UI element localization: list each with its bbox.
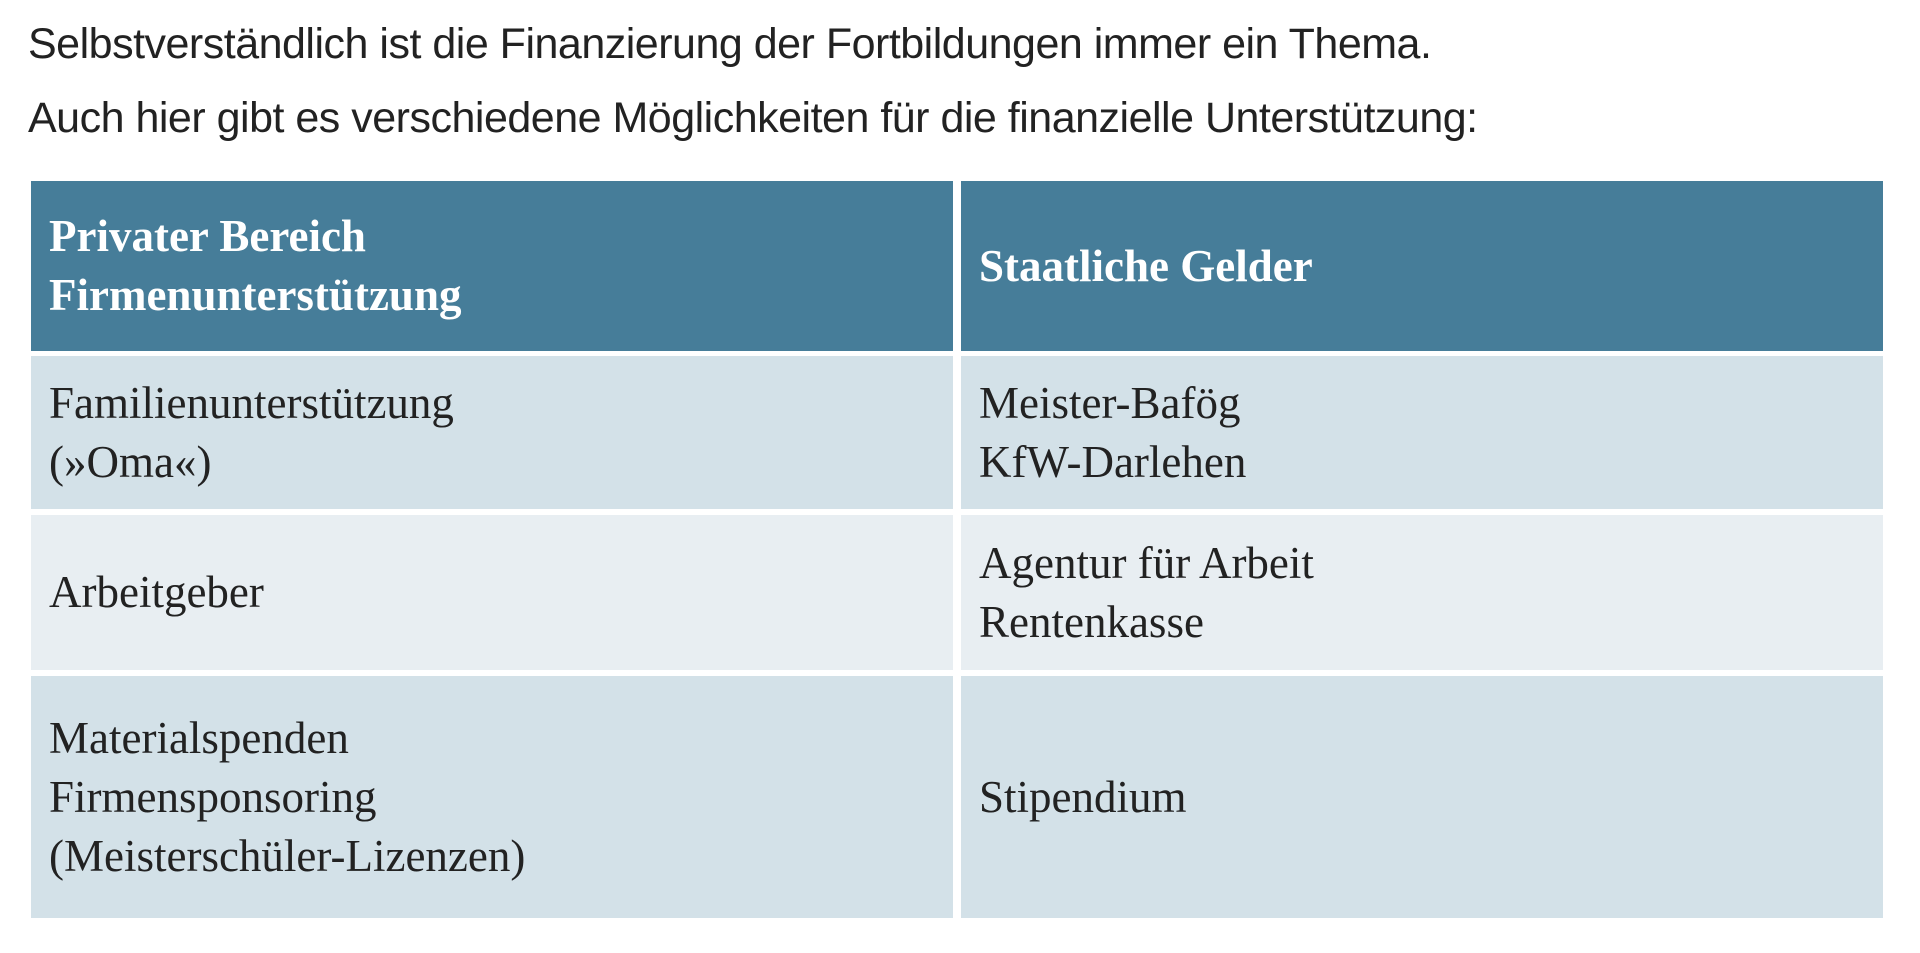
cell-text: (»Oma«) <box>49 436 212 487</box>
table-cell: Agentur für Arbeit Rentenkasse <box>961 515 1883 670</box>
cell-text: Stipendium <box>979 771 1187 822</box>
table-cell: Familienunterstützung (»Oma«) <box>31 356 953 509</box>
cell-text: Materialspenden <box>49 712 349 763</box>
cell-text: Firmensponsoring <box>49 771 377 822</box>
table-cell: Privater Bereich Firmenunterstützung <box>31 181 953 351</box>
cell-text: Staatliche Gelder <box>979 240 1313 291</box>
cell-text: Firmenunterstützung <box>49 270 462 320</box>
intro-text: Selbstverständlich ist die Finanzierung … <box>28 20 1432 68</box>
table-cell: Arbeitgeber <box>31 515 953 670</box>
cell-text: KfW-Darlehen <box>979 436 1247 487</box>
cell-text: Familienunterstützung <box>49 377 454 428</box>
cell-text: Agentur für Arbeit <box>979 537 1314 588</box>
cell-text: Meister-Bafög <box>979 377 1241 428</box>
table-cell: Meister-Bafög KfW-Darlehen <box>961 356 1883 509</box>
cell-text: Arbeitgeber <box>49 567 264 617</box>
table-cell: Staatliche Gelder <box>961 181 1883 351</box>
cell-text: Rentenkasse <box>979 596 1204 647</box>
table-cell: Materialspenden Firmensponsoring (Meisters… <box>31 676 953 918</box>
intro-text: Auch hier gibt es verschiedene Möglichke… <box>28 94 1478 142</box>
cell-text: Privater Bereich <box>49 211 366 261</box>
cell-text: (Meisterschüler-Lizenzen) <box>49 830 526 881</box>
table-cell: Stipendium <box>961 676 1883 918</box>
